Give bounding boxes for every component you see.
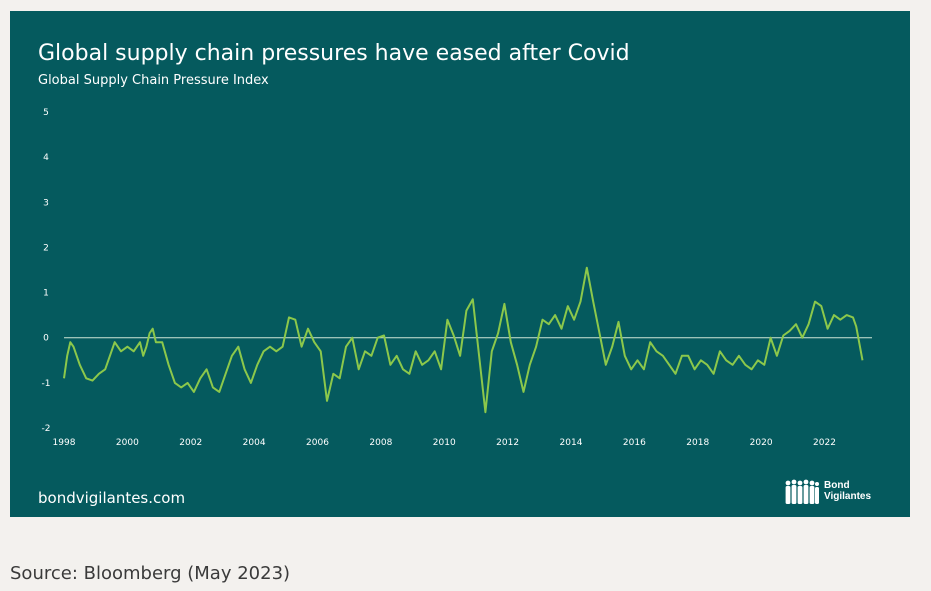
x-tick-label: 2006 xyxy=(306,438,329,448)
x-tick-label: 2008 xyxy=(369,438,392,448)
y-tick-label: 1 xyxy=(43,289,49,299)
x-tick-label: 2014 xyxy=(560,438,583,448)
logo-line-1: Bond xyxy=(824,480,850,491)
chart-title: Global supply chain pressures have eased… xyxy=(38,41,630,66)
y-tick-label: 2 xyxy=(43,243,49,253)
x-tick-label: 2004 xyxy=(243,438,266,448)
y-tick-label: -2 xyxy=(42,424,51,434)
x-tick-label: 2018 xyxy=(686,438,709,448)
logo-line-2: Vigilantes xyxy=(824,491,872,502)
website-text: bondvigilantes.com xyxy=(38,489,186,507)
bond-vigilantes-logo: Bond Vigilantes xyxy=(784,477,894,509)
y-tick-label: 0 xyxy=(43,334,49,344)
x-tick-label: 2012 xyxy=(496,438,519,448)
chart-subtitle: Global Supply Chain Pressure Index xyxy=(38,73,269,88)
x-tick-label: 2022 xyxy=(813,438,836,448)
x-tick-label: 2020 xyxy=(750,438,773,448)
y-tick-label: -1 xyxy=(42,379,51,389)
y-tick-label: 4 xyxy=(43,153,49,163)
source-note: Source: Bloomberg (May 2023) xyxy=(10,563,291,584)
x-tick-label: 1998 xyxy=(53,438,76,448)
x-tick-label: 2016 xyxy=(623,438,646,448)
x-tick-label: 2000 xyxy=(116,438,139,448)
y-tick-label: 5 xyxy=(43,108,49,118)
y-tick-label: 3 xyxy=(43,198,49,208)
x-tick-label: 2002 xyxy=(179,438,202,448)
chart-card: 5 4 3 2 1 0 -1 -2 1998 2000 2002 2004 2006 2008 2010 20… xyxy=(10,11,910,517)
people-silhouettes-icon xyxy=(785,479,819,504)
x-tick-label: 2010 xyxy=(433,438,456,448)
series-line-0 xyxy=(63,266,864,414)
